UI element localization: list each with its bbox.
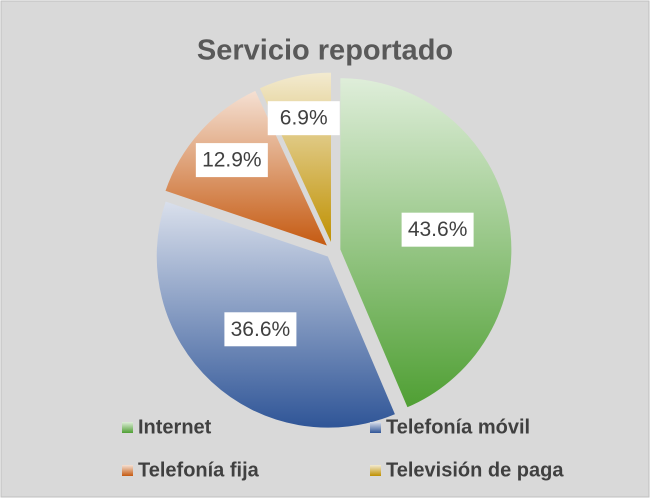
data-label: 12.9% — [202, 149, 262, 172]
legend-marker — [122, 465, 133, 476]
data-label-box — [224, 312, 297, 347]
chart-title: Servicio reportado — [197, 35, 453, 67]
data-label-box — [267, 101, 340, 136]
legend-label: Internet — [138, 416, 212, 438]
data-label: 6.9% — [280, 107, 328, 130]
legend-label: Telefonía móvil — [386, 416, 530, 438]
legend-label: Telefonía fija — [138, 459, 260, 481]
legend-marker — [370, 465, 381, 476]
legend-label: Televisión de paga — [386, 459, 564, 481]
legend-marker — [370, 422, 381, 433]
data-label: 36.6% — [231, 318, 291, 341]
data-label-box — [401, 212, 474, 247]
data-label-box — [195, 143, 268, 178]
legend-marker — [122, 422, 133, 433]
data-label: 43.6% — [408, 218, 468, 241]
